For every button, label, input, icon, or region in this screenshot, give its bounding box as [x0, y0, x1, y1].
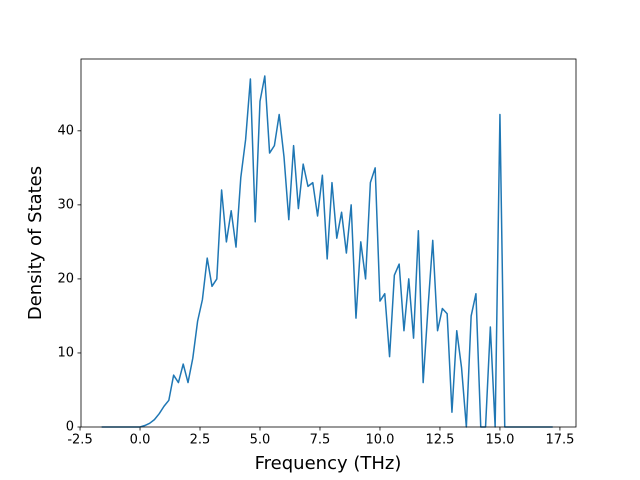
x-axis-label: Frequency (THz) [255, 453, 402, 474]
x-tick-label: 2.5 [190, 433, 211, 448]
y-tick-label: 10 [57, 345, 74, 360]
x-tick-label: 10.0 [365, 433, 394, 448]
x-tick-label: 0.0 [130, 433, 151, 448]
line [101, 75, 553, 428]
x-tick-label: 17.5 [545, 433, 574, 448]
x-tick-label: 15.0 [485, 433, 514, 448]
x-tick-label: 12.5 [425, 433, 454, 448]
y-tick-label: 0 [66, 420, 74, 435]
plot-frame [80, 58, 577, 428]
y-tick-label: 30 [57, 197, 74, 212]
y-axis-label: Density of States [25, 166, 46, 320]
x-tick-label: 7.5 [310, 433, 331, 448]
x-tick-label: -2.5 [67, 433, 92, 448]
y-tick-label: 20 [57, 271, 74, 286]
y-tick-label: 40 [57, 123, 74, 138]
x-tick-label: 5.0 [250, 433, 271, 448]
